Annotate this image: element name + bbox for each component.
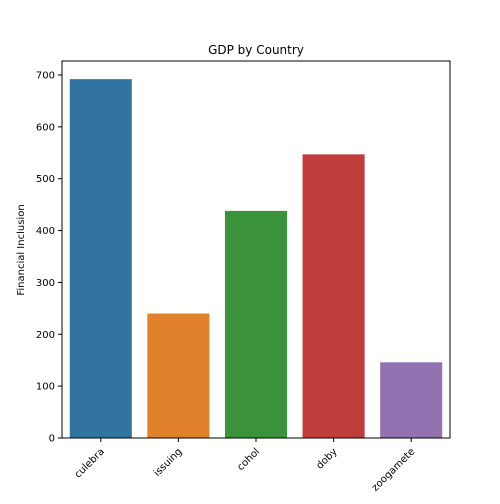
bar-zoogamete xyxy=(380,362,443,438)
y-axis: 0 100 200 300 400 500 600 700 xyxy=(36,71,62,445)
x-tick-label-doby: doby xyxy=(314,446,339,471)
plot-frame xyxy=(61,60,451,439)
bar-cohol xyxy=(224,210,288,438)
y-tick-label: 100 xyxy=(36,382,55,393)
x-tick-label-issuing: issuing xyxy=(152,446,185,479)
y-tick-label: 600 xyxy=(36,122,55,133)
bar-doby xyxy=(302,154,365,438)
bar-culebra xyxy=(69,79,132,438)
x-axis: culebra issuing cohol doby zoogamete xyxy=(73,438,417,494)
bar-issuing xyxy=(147,313,210,438)
x-tick-label-zoogamete: zoogamete xyxy=(370,446,417,493)
y-tick-label: 500 xyxy=(36,174,55,185)
bars-group xyxy=(69,79,443,438)
y-tick-label: 0 xyxy=(49,434,55,445)
x-tick-label-cohol: cohol xyxy=(235,446,262,473)
y-axis-label: Financial Inclusion xyxy=(16,204,27,295)
y-tick-label: 700 xyxy=(36,71,55,82)
chart-title: GDP by Country xyxy=(208,43,304,57)
x-tick-label-culebra: culebra xyxy=(73,446,107,480)
y-tick-label: 300 xyxy=(36,278,55,289)
y-tick-label: 400 xyxy=(36,226,55,237)
y-tick-label: 200 xyxy=(36,330,55,341)
